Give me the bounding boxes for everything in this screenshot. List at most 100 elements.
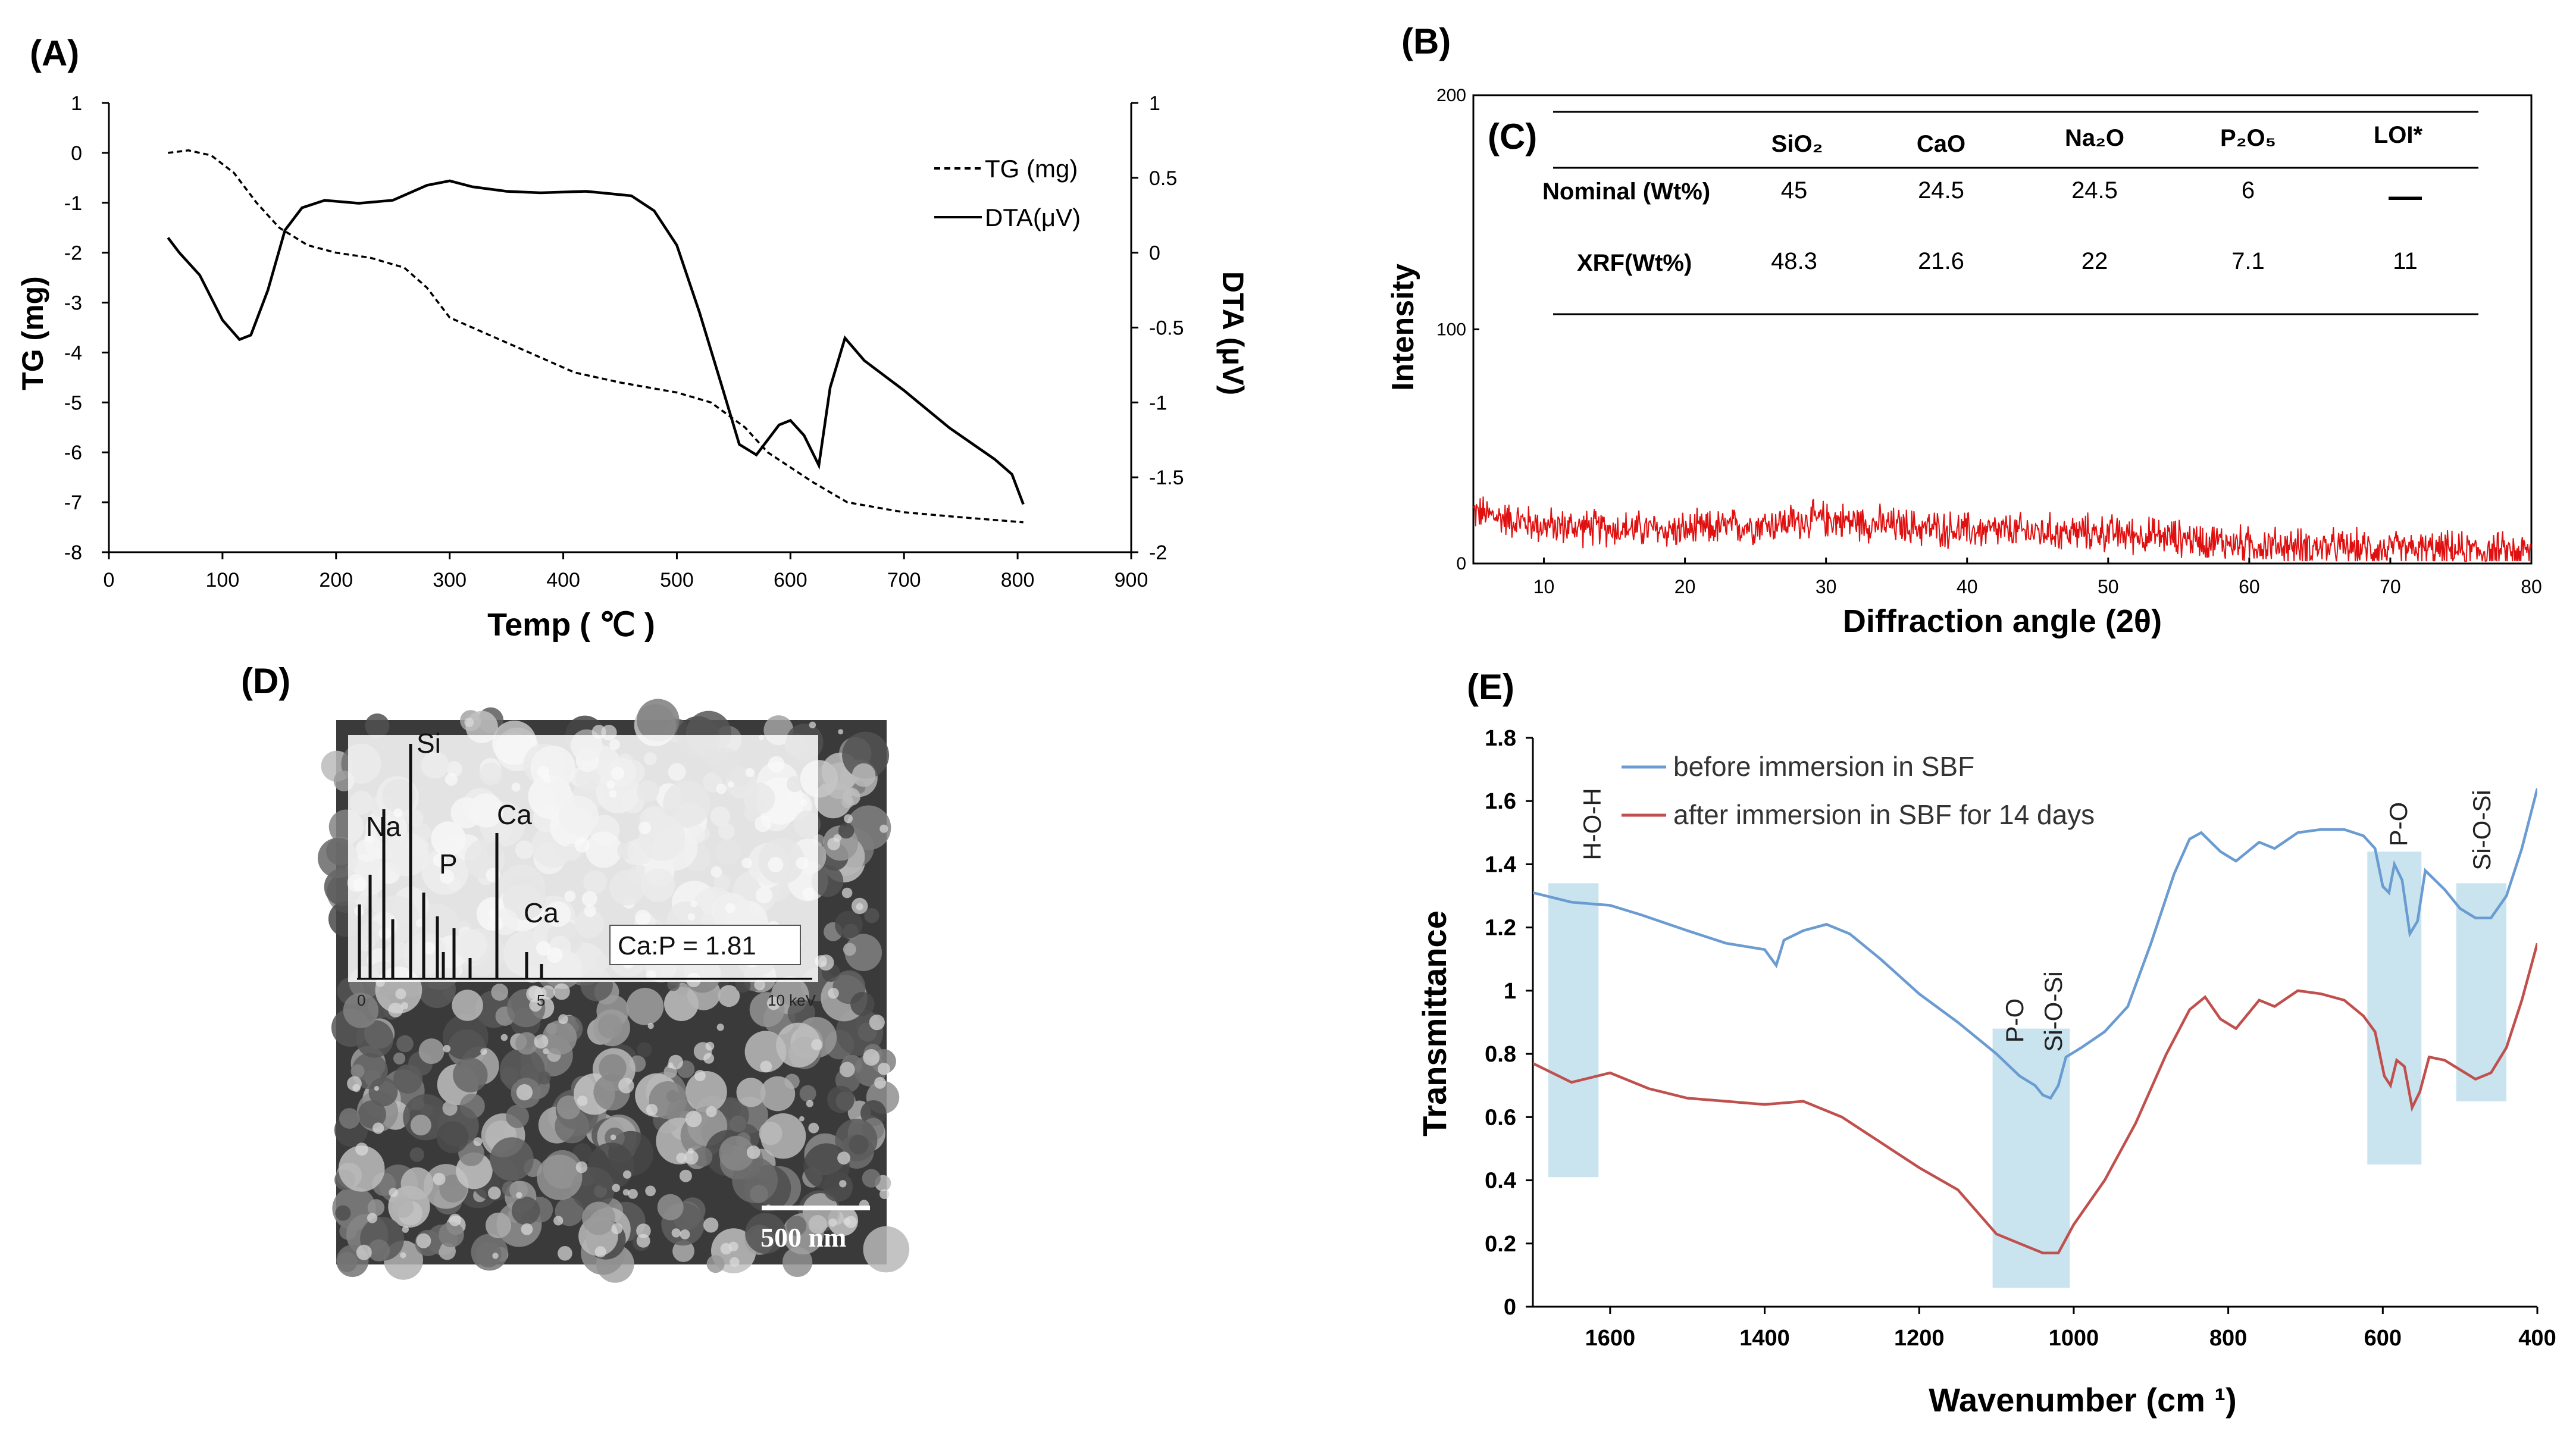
sem-particle xyxy=(556,1095,581,1120)
sem-highlight xyxy=(811,1039,823,1051)
panel-a-y-axis-label: TG (mg) xyxy=(16,276,49,390)
sem-highlight xyxy=(833,834,841,842)
sem-particle xyxy=(842,731,890,779)
sem-highlight xyxy=(809,721,816,729)
legend-label-after: after immersion in SBF for 14 days xyxy=(1673,799,2095,830)
x-tick-label: 1400 xyxy=(1739,1326,1790,1351)
absorption-band xyxy=(1548,883,1599,1178)
sem-highlight xyxy=(874,1076,886,1089)
y-tick-label: 1.4 xyxy=(1485,852,1516,877)
absorption-band xyxy=(1992,1028,2070,1288)
sem-particle xyxy=(657,1194,684,1220)
y2-tick-label: -0.5 xyxy=(1149,317,1184,340)
sem-highlight xyxy=(594,1246,606,1258)
x-tick-label: 70 xyxy=(2380,576,2401,597)
before-sbf-series-line xyxy=(1533,788,2537,1100)
y-tick-label: -5 xyxy=(64,392,82,414)
panel-a-series xyxy=(167,149,1025,524)
panel-a-y2-axis-label: DTA (μV) xyxy=(1216,271,1250,395)
sem-highlight xyxy=(355,1142,368,1156)
sem-particle xyxy=(393,1052,406,1065)
sem-highlight xyxy=(473,1137,483,1146)
x-tick-label: 500 xyxy=(660,569,694,591)
x-tick-label: 600 xyxy=(774,569,807,591)
sem-particle xyxy=(649,1081,687,1119)
sem-highlight xyxy=(618,1078,634,1094)
sem-highlight xyxy=(534,1034,549,1049)
sem-particle xyxy=(500,1066,519,1085)
x-tick-label: 800 xyxy=(2209,1326,2247,1351)
sem-particle xyxy=(368,1077,398,1107)
panel-a-x-axis-label: Temp ( ℃ ) xyxy=(487,607,655,643)
table-cell: 7.1 xyxy=(2231,248,2265,274)
sem-highlight xyxy=(680,1229,690,1239)
sem-particle xyxy=(864,908,879,924)
sem-particle xyxy=(672,1240,694,1262)
sem-particle xyxy=(418,1038,445,1065)
x-tick-label: 700 xyxy=(887,569,921,591)
sem-particle xyxy=(442,1100,458,1116)
sem-particle xyxy=(799,1085,816,1102)
table-col-header-p2o5: P₂O₅ xyxy=(2220,125,2276,151)
sem-particle xyxy=(511,1196,540,1225)
sem-highlight xyxy=(703,1217,719,1233)
table-cell: 11 xyxy=(2393,248,2418,274)
sem-highlight xyxy=(671,1228,681,1238)
sem-highlight xyxy=(400,1252,406,1259)
y2-tick-label: 0 xyxy=(1149,242,1160,265)
sem-highlight xyxy=(449,1213,462,1226)
sem-highlight xyxy=(828,1218,837,1227)
sem-highlight xyxy=(730,1257,740,1267)
table-row-label-nominal: Nominal (Wt%) xyxy=(1542,179,1710,205)
panel-e-y-axis-label: Transmittance xyxy=(1416,910,1453,1137)
sem-particle xyxy=(335,1205,351,1221)
sem-highlight xyxy=(879,824,888,833)
panel-e-legend: before immersion in SBF after immersion … xyxy=(1622,751,2095,830)
sem-particle xyxy=(843,943,856,956)
panel-d: (D) 0 5 10 keV Si Na P Ca Ca Ca:P = 1.81 xyxy=(241,661,910,1283)
absorption-band xyxy=(2456,883,2507,1101)
x-tick-label: 30 xyxy=(1816,576,1837,597)
sem-highlight xyxy=(844,1216,857,1228)
sem-highlight xyxy=(347,1076,362,1091)
sem-particle xyxy=(400,1167,434,1200)
sem-highlight xyxy=(685,1110,702,1128)
sem-highlight xyxy=(553,1216,564,1226)
ca-p-ratio-box xyxy=(609,925,801,965)
sem-highlight xyxy=(760,1060,772,1073)
panel-b: (B) 10 20 30 40 50 60 70 80 0 100 200 Diffraction … xyxy=(1386,21,2542,639)
sem-highlight xyxy=(388,1003,403,1018)
sem-highlight xyxy=(646,1104,658,1116)
sem-highlight xyxy=(367,1213,378,1223)
sem-particle xyxy=(485,1212,512,1238)
edx-tick-label: 5 xyxy=(537,991,545,1009)
sem-particle xyxy=(844,934,882,971)
legend-label-dta: DTA(μV) xyxy=(985,204,1081,231)
sem-highlight xyxy=(879,1189,890,1200)
sem-highlight xyxy=(869,1015,885,1031)
y-tick-label: 1.8 xyxy=(1485,726,1516,751)
sem-highlight xyxy=(878,1063,890,1075)
sem-highlight xyxy=(828,988,839,999)
y-tick-label: -7 xyxy=(64,492,82,514)
table-col-header-sio2: SiO₂ xyxy=(1771,131,1823,157)
panel-a: (A) 0 100 200 300 400 500 600 700 800 900 1 0 -1 -2 -3… xyxy=(16,33,1250,643)
y2-tick-label: -1.5 xyxy=(1149,467,1184,489)
sem-particle xyxy=(393,1064,422,1094)
sem-particle xyxy=(443,1014,489,1060)
sem-highlight xyxy=(694,1070,706,1082)
y-tick-label: 1.2 xyxy=(1485,916,1516,941)
sem-highlight xyxy=(716,1023,724,1031)
sem-particle xyxy=(730,1115,747,1132)
table-col-header-na2o: Na₂O xyxy=(2065,125,2124,151)
sem-highlight xyxy=(645,1185,656,1197)
sem-particle xyxy=(365,713,390,738)
sem-particle xyxy=(593,1009,630,1047)
panel-a-axes: 0 100 200 300 400 500 600 700 800 900 1 0 -1 -2 -3 -4 -5… xyxy=(64,92,1184,591)
sem-particle xyxy=(838,822,855,839)
sem-particle xyxy=(693,1147,713,1167)
sem-particle xyxy=(786,1216,807,1236)
band-label: P-O xyxy=(2001,998,2029,1043)
sem-particle xyxy=(843,788,860,806)
